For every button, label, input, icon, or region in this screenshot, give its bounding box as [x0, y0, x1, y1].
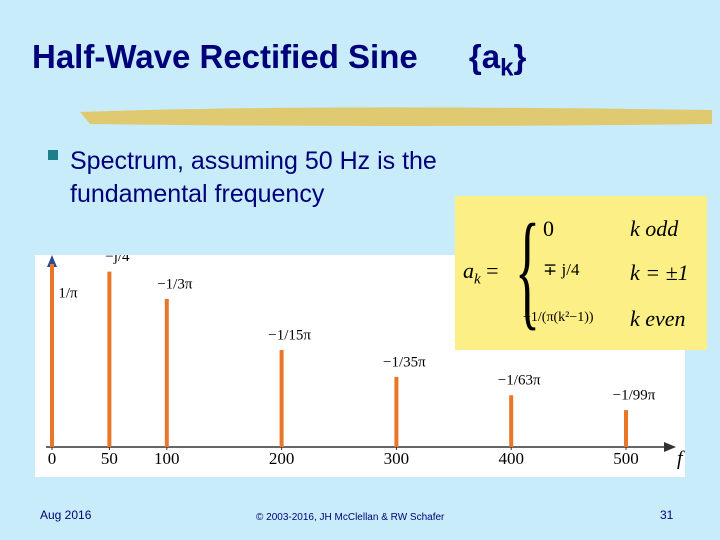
x-tick-label: 300: [384, 449, 410, 468]
x-tick-label: 100: [154, 449, 180, 468]
y-axis-arrow: [47, 255, 57, 267]
bullet-line: fundamental frequency: [70, 180, 325, 208]
value-label: −1/35π: [383, 354, 426, 370]
title-underline: [80, 107, 712, 126]
footer-date: Aug 2016: [40, 508, 92, 522]
bullet-line: Spectrum, assuming 50 Hz is the: [70, 147, 437, 175]
case-cond: k odd: [630, 216, 679, 241]
formula-sub: k: [474, 271, 481, 288]
slide-title: Half-Wave Rectified Sine {ak}: [32, 38, 526, 83]
value-label: −j/4: [105, 255, 130, 265]
title-symbol-text: {a: [468, 38, 501, 75]
case-expr: 0: [543, 216, 554, 241]
formula-lhs: ak =: [463, 258, 499, 288]
x-axis-arrow: [664, 442, 676, 452]
footer-page: 31: [660, 508, 674, 522]
case-expr: ∓ j/4: [543, 260, 580, 279]
x-tick-label: 500: [613, 449, 639, 468]
value-label: −1/3π: [157, 276, 193, 292]
formula-box: ak = { 0 k odd ∓ j/4 k = ±1 −1/(π(k²−1))…: [455, 196, 707, 350]
formula-a: a: [463, 258, 474, 283]
brace: {: [515, 198, 540, 342]
x-tick-label: 400: [498, 449, 524, 468]
bullet-marker: [48, 150, 58, 160]
title-symbol: {ak}: [468, 38, 527, 82]
x-tick-label: 50: [101, 449, 118, 468]
bullet: Spectrum, assuming 50 Hz is the fundamen…: [70, 145, 437, 211]
case-cond: k even: [630, 306, 686, 331]
title-text: Half-Wave Rectified Sine: [32, 38, 418, 75]
value-label: −1/99π: [613, 388, 656, 404]
x-axis-label: f: [677, 448, 685, 470]
footer-copyright: © 2003-2016, JH McClellan & RW Schafer: [256, 512, 445, 523]
title-close: }: [513, 38, 527, 75]
value-label: 1/π: [58, 285, 78, 301]
value-label: −1/63π: [498, 373, 541, 389]
formula-eq: =: [486, 258, 499, 283]
value-label: −1/15π: [268, 327, 311, 343]
case-cond: k = ±1: [630, 260, 689, 285]
case-expr: −1/(π(k²−1)): [523, 310, 594, 325]
x-tick-label: 200: [269, 449, 295, 468]
title-subscript: k: [500, 54, 514, 82]
x-tick-label: 0: [48, 449, 57, 468]
